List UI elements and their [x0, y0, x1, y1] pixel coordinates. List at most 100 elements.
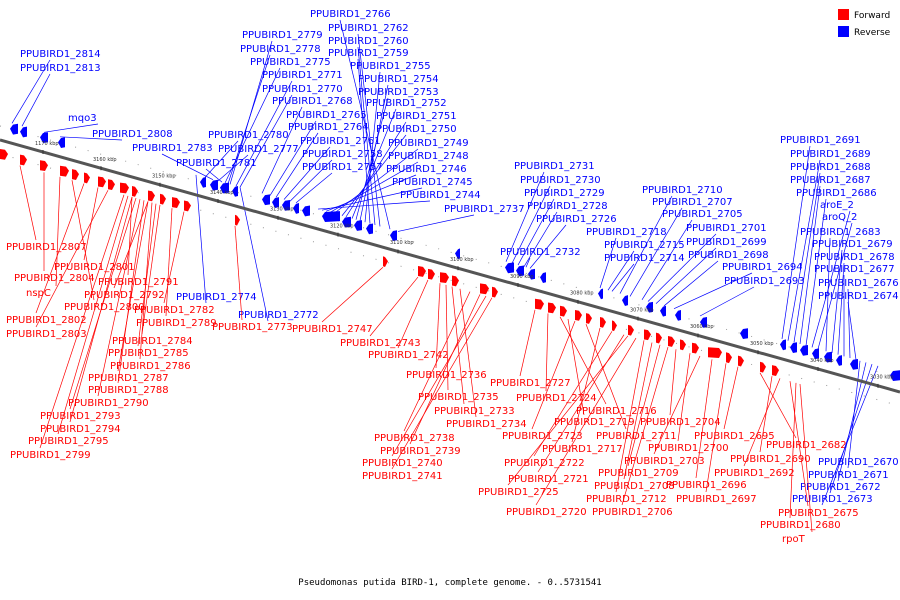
reverse-gene-label[interactable]: PPUBIRD1_2688: [790, 162, 871, 173]
reverse-gene-label[interactable]: PPUBIRD1_2759: [328, 48, 409, 59]
forward-gene-label[interactable]: PPUBIRD1_2720: [506, 507, 587, 518]
reverse-gene-label[interactable]: PPUBIRD1_2750: [376, 124, 457, 135]
reverse-gene-label[interactable]: aroE_2: [820, 200, 854, 211]
reverse-gene-label[interactable]: PPUBIRD1_2686: [796, 188, 877, 199]
forward-gene-label[interactable]: PPUBIRD1_2804: [14, 273, 95, 284]
reverse-gene-label[interactable]: PPUBIRD1_2766: [310, 9, 391, 20]
forward-gene-label[interactable]: PPUBIRD1_2722: [504, 458, 585, 469]
reverse-gene-label[interactable]: PPUBIRD1_2679: [812, 239, 893, 250]
forward-gene-label[interactable]: PPUBIRD1_2743: [340, 338, 421, 349]
forward-gene-label[interactable]: PPUBIRD1_2738: [374, 433, 455, 444]
forward-gene-label[interactable]: PPUBIRD1_2696: [666, 480, 747, 491]
forward-gene-label[interactable]: PPUBIRD1_2716: [576, 406, 657, 417]
reverse-gene-label[interactable]: PPUBIRD1_2705: [662, 209, 743, 220]
reverse-gene-label[interactable]: PPUBIRD1_2687: [790, 175, 871, 186]
reverse-gene-label[interactable]: mqo3: [68, 113, 97, 124]
reverse-gene-label[interactable]: PPUBIRD1_2699: [686, 237, 767, 248]
forward-gene-label[interactable]: rpoT: [782, 534, 806, 545]
forward-gene-label[interactable]: PPUBIRD1_2727: [490, 378, 571, 389]
forward-gene-label[interactable]: PPUBIRD1_2792: [84, 290, 165, 301]
forward-gene-label[interactable]: PPUBIRD1_2703: [624, 456, 705, 467]
reverse-gene-label[interactable]: PPUBIRD1_2671: [808, 470, 889, 481]
forward-gene-label[interactable]: PPUBIRD1_2708: [594, 481, 675, 492]
reverse-gene-label[interactable]: PPUBIRD1_2676: [818, 278, 899, 289]
forward-gene-label[interactable]: PPUBIRD1_2675: [778, 508, 859, 519]
forward-gene-label[interactable]: PPUBIRD1_2690: [730, 454, 811, 465]
reverse-gene-label[interactable]: PPUBIRD1_2758: [302, 149, 383, 160]
forward-gene-label[interactable]: PPUBIRD1_2697: [676, 494, 757, 505]
forward-gene-label[interactable]: PPUBIRD1_2807: [6, 242, 87, 253]
forward-gene-label[interactable]: PPUBIRD1_2747: [292, 324, 373, 335]
reverse-gene-label[interactable]: PPUBIRD1_2775: [250, 57, 331, 68]
reverse-gene-label[interactable]: PPUBIRD1_2771: [262, 70, 343, 81]
forward-gene-label[interactable]: PPUBIRD1_2784: [112, 336, 193, 347]
reverse-gene-label[interactable]: PPUBIRD1_2707: [652, 197, 733, 208]
reverse-gene-label[interactable]: PPUBIRD1_2744: [400, 190, 481, 201]
forward-gene-label[interactable]: PPUBIRD1_2711: [596, 431, 677, 442]
reverse-gene-label[interactable]: PPUBIRD1_2780: [208, 130, 289, 141]
forward-gene-label[interactable]: PPUBIRD1_2795: [28, 436, 109, 447]
reverse-gene-label[interactable]: PPUBIRD1_2746: [386, 164, 467, 175]
reverse-gene-label[interactable]: PPUBIRD1_2770: [262, 84, 343, 95]
reverse-gene-label[interactable]: PPUBIRD1_2757: [302, 162, 383, 173]
reverse-gene-label[interactable]: PPUBIRD1_2728: [527, 201, 608, 212]
forward-gene-label[interactable]: PPUBIRD1_2801: [54, 262, 135, 273]
forward-gene-label[interactable]: PPUBIRD1_2695: [694, 431, 775, 442]
reverse-gene-label[interactable]: PPUBIRD1_2814: [20, 49, 101, 60]
forward-gene-label[interactable]: PPUBIRD1_2788: [88, 385, 169, 396]
forward-gene-label[interactable]: PPUBIRD1_2734: [446, 419, 527, 430]
reverse-gene-label[interactable]: PPUBIRD1_2754: [358, 74, 439, 85]
reverse-gene-label[interactable]: aroQ_2: [822, 212, 857, 223]
reverse-gene-label[interactable]: PPUBIRD1_2710: [642, 185, 723, 196]
reverse-gene-label[interactable]: PPUBIRD1_2674: [818, 291, 899, 302]
reverse-gene-label[interactable]: PPUBIRD1_2701: [686, 223, 767, 234]
reverse-gene-label[interactable]: PPUBIRD1_2691: [780, 135, 861, 146]
reverse-gene-label[interactable]: PPUBIRD1_2730: [520, 175, 601, 186]
reverse-gene-label[interactable]: PPUBIRD1_2737: [444, 204, 525, 215]
forward-gene-label[interactable]: PPUBIRD1_2803: [6, 329, 87, 340]
reverse-gene-label[interactable]: PPUBIRD1_2672: [800, 482, 881, 493]
reverse-gene-label[interactable]: PPUBIRD1_2764: [288, 122, 369, 133]
reverse-gene-label[interactable]: PPUBIRD1_2813: [20, 63, 101, 74]
forward-gene-label[interactable]: PPUBIRD1_2733: [434, 406, 515, 417]
reverse-gene-label[interactable]: PPUBIRD1_2777: [218, 144, 299, 155]
reverse-gene-label[interactable]: PPUBIRD1_2745: [392, 177, 473, 188]
forward-gene-label[interactable]: PPUBIRD1_2719: [554, 417, 635, 428]
reverse-gene-label[interactable]: PPUBIRD1_2673: [792, 494, 873, 505]
forward-gene-label[interactable]: PPUBIRD1_2724: [516, 393, 597, 404]
reverse-gene-label[interactable]: PPUBIRD1_2781: [176, 158, 257, 169]
reverse-gene-label[interactable]: PPUBIRD1_2760: [328, 36, 409, 47]
reverse-gene-label[interactable]: PPUBIRD1_2748: [388, 151, 469, 162]
forward-gene-label[interactable]: PPUBIRD1_2740: [362, 458, 443, 469]
reverse-gene-label[interactable]: PPUBIRD1_2715: [604, 240, 685, 251]
reverse-gene-label[interactable]: PPUBIRD1_2731: [514, 161, 595, 172]
reverse-gene-label[interactable]: PPUBIRD1_2694: [722, 262, 803, 273]
reverse-gene-label[interactable]: PPUBIRD1_2729: [524, 188, 605, 199]
reverse-gene-label[interactable]: PPUBIRD1_2772: [238, 310, 319, 321]
forward-gene-label[interactable]: PPUBIRD1_2787: [88, 373, 169, 384]
forward-gene-label[interactable]: PPUBIRD1_2721: [508, 474, 589, 485]
forward-gene-label[interactable]: PPUBIRD1_2790: [68, 398, 149, 409]
forward-gene-label[interactable]: PPUBIRD1_2793: [40, 411, 121, 422]
forward-gene-label[interactable]: PPUBIRD1_2785: [108, 348, 189, 359]
forward-gene-label[interactable]: PPUBIRD1_2786: [110, 361, 191, 372]
reverse-gene-label[interactable]: PPUBIRD1_2755: [350, 61, 431, 72]
reverse-gene-label[interactable]: PPUBIRD1_2765: [286, 110, 367, 121]
forward-gene-label[interactable]: PPUBIRD1_2741: [362, 471, 443, 482]
forward-gene-label[interactable]: PPUBIRD1_2773: [212, 322, 293, 333]
reverse-gene-label[interactable]: PPUBIRD1_2778: [240, 44, 321, 55]
forward-gene-label[interactable]: PPUBIRD1_2712: [586, 494, 667, 505]
forward-gene-label[interactable]: PPUBIRD1_2680: [760, 520, 841, 531]
reverse-gene-label[interactable]: PPUBIRD1_2678: [814, 252, 895, 263]
reverse-gene-label[interactable]: PPUBIRD1_2783: [132, 143, 213, 154]
reverse-gene-label[interactable]: PPUBIRD1_2732: [500, 247, 581, 258]
reverse-gene-label[interactable]: PPUBIRD1_2751: [376, 111, 457, 122]
reverse-gene-label[interactable]: PPUBIRD1_2698: [688, 250, 769, 261]
forward-gene-label[interactable]: PPUBIRD1_2794: [40, 424, 121, 435]
reverse-gene-label[interactable]: PPUBIRD1_2689: [790, 149, 871, 160]
reverse-gene-label[interactable]: PPUBIRD1_2718: [586, 227, 667, 238]
forward-gene-label[interactable]: PPUBIRD1_2782: [134, 305, 215, 316]
forward-gene-label[interactable]: PPUBIRD1_2717: [542, 444, 623, 455]
reverse-gene-label[interactable]: PPUBIRD1_2761: [300, 136, 381, 147]
forward-gene-label[interactable]: PPUBIRD1_2725: [478, 487, 559, 498]
